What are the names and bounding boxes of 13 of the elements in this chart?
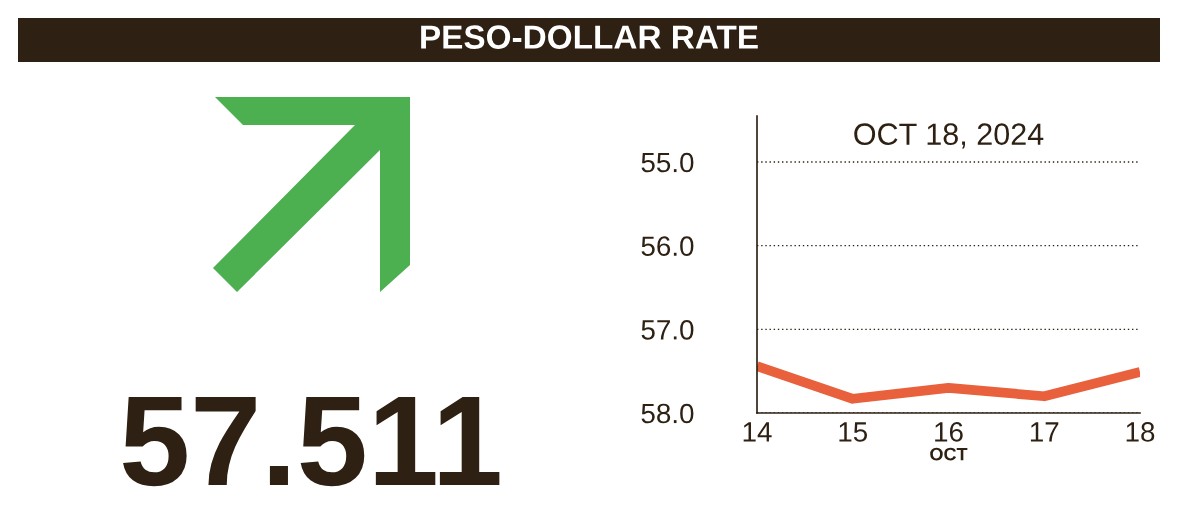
x-tick-label: 16	[935, 422, 963, 442]
chart-title: PESO-DOLLAR RATE	[421, 25, 758, 49]
chart-subtitle: OCT 18, 2024	[854, 123, 1044, 149]
y-tick-label: 56.0	[641, 236, 694, 257]
x-tick-label: 17	[1030, 422, 1059, 442]
x-tick-label: 14	[743, 422, 772, 442]
x-tick-label: 15	[839, 422, 868, 442]
y-tick-label: 58.0	[641, 403, 694, 424]
x-axis-title: OCT	[930, 447, 968, 461]
x-tick-label: 18	[1126, 422, 1155, 442]
y-tick-label: 57.0	[641, 320, 694, 340]
text: 57.511	[123, 397, 500, 487]
y-tick-label: 55.0	[641, 152, 694, 173]
